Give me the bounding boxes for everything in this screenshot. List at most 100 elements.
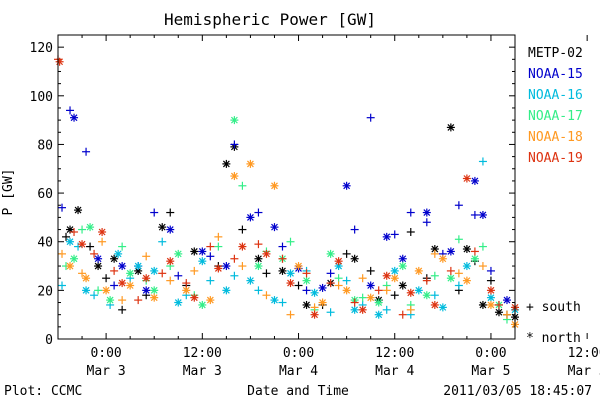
data-point-south bbox=[406, 305, 415, 314]
data-point-north bbox=[374, 298, 383, 307]
data-point-north bbox=[158, 223, 167, 232]
data-point-north bbox=[198, 257, 207, 266]
data-point-south bbox=[350, 298, 359, 307]
data-point-north bbox=[294, 262, 303, 271]
data-point-north bbox=[398, 262, 407, 271]
data-point-north bbox=[318, 298, 327, 307]
data-point-south bbox=[494, 300, 503, 309]
data-point-south bbox=[214, 232, 223, 241]
data-point-south bbox=[118, 242, 127, 251]
plot-frame bbox=[57, 34, 516, 340]
data-point-south bbox=[58, 249, 67, 258]
star-marker-d2 bbox=[383, 233, 391, 241]
star-marker-d2 bbox=[303, 277, 310, 285]
star-marker-d2 bbox=[391, 267, 399, 275]
star-marker-d2 bbox=[150, 267, 158, 275]
star-marker-d2 bbox=[271, 223, 278, 231]
data-point-south bbox=[390, 291, 399, 300]
data-point-south bbox=[142, 252, 151, 261]
data-point-north bbox=[118, 279, 127, 288]
data-point-south bbox=[326, 269, 335, 278]
data-point-south bbox=[278, 242, 287, 251]
data-point-south bbox=[262, 291, 271, 300]
data-point-north bbox=[70, 254, 79, 263]
data-point-south bbox=[406, 227, 415, 236]
data-point-north bbox=[254, 254, 263, 263]
star-marker-d2 bbox=[319, 284, 327, 292]
data-point-north bbox=[342, 286, 351, 295]
data-point-north bbox=[406, 288, 415, 297]
star-marker-d2 bbox=[114, 250, 122, 258]
data-point-south bbox=[70, 227, 79, 236]
data-point-south bbox=[430, 291, 439, 300]
data-point-north bbox=[398, 281, 407, 290]
data-point-north bbox=[82, 286, 91, 295]
data-point-south bbox=[478, 242, 487, 251]
star-marker-d2 bbox=[359, 306, 367, 314]
data-point-south bbox=[102, 274, 111, 283]
star-marker-d2 bbox=[471, 255, 479, 263]
data-point-north bbox=[270, 296, 279, 305]
data-point-south bbox=[230, 271, 239, 280]
data-point-south bbox=[374, 286, 383, 295]
star-marker-d2 bbox=[271, 296, 278, 304]
star-marker-d2 bbox=[134, 267, 142, 275]
data-point-south bbox=[254, 208, 263, 217]
y-tick-label: 20 bbox=[37, 284, 53, 299]
data-point-north bbox=[462, 262, 471, 271]
data-point-south bbox=[82, 147, 91, 156]
data-point-north bbox=[198, 247, 207, 256]
data-point-north bbox=[126, 281, 135, 290]
star-marker-d2 bbox=[106, 296, 114, 304]
data-point-south bbox=[90, 291, 99, 300]
y-tick-label: 40 bbox=[37, 236, 53, 251]
x-axis-label: Date and Time bbox=[247, 384, 349, 399]
data-point-north bbox=[166, 225, 175, 234]
data-point-south bbox=[422, 218, 431, 227]
data-point-north bbox=[118, 262, 127, 271]
x-tick-label-date: Mar 3 bbox=[87, 364, 126, 379]
star-marker-d2 bbox=[94, 255, 102, 263]
star-marker-d2 bbox=[230, 116, 238, 124]
data-point-north bbox=[342, 181, 351, 190]
data-point-north bbox=[270, 181, 279, 190]
star-marker-d2 bbox=[142, 274, 150, 282]
star-marker-d2 bbox=[439, 255, 447, 263]
data-point-south bbox=[430, 249, 439, 258]
data-point-north bbox=[270, 223, 279, 232]
data-point-south bbox=[110, 281, 119, 290]
data-point-south bbox=[78, 269, 87, 278]
star-marker-d2 bbox=[110, 255, 118, 263]
star-marker-d2 bbox=[279, 267, 286, 275]
star-marker-d2 bbox=[415, 286, 423, 294]
data-point-south bbox=[206, 252, 215, 261]
star-marker-d2 bbox=[271, 182, 278, 190]
data-point-south bbox=[86, 242, 95, 251]
data-point-north bbox=[350, 254, 359, 263]
star-marker-d2 bbox=[214, 265, 222, 272]
star-marker-d2 bbox=[102, 286, 110, 294]
star-marker-d2 bbox=[487, 301, 495, 309]
star-marker-d2 bbox=[150, 294, 158, 302]
star-marker-d2 bbox=[222, 286, 230, 294]
star-marker-d2 bbox=[319, 299, 327, 306]
data-point-north bbox=[102, 286, 111, 295]
star-marker-d2 bbox=[383, 272, 391, 280]
star-marker-d2 bbox=[246, 213, 254, 221]
star-marker-d2 bbox=[423, 209, 431, 216]
data-point-south bbox=[342, 276, 351, 285]
x-tick-label-date: Mar 5 bbox=[568, 364, 600, 379]
legend-entry: NOAA-19 bbox=[528, 151, 583, 166]
data-point-south bbox=[214, 242, 223, 251]
data-point-north bbox=[254, 262, 263, 271]
data-point-north bbox=[110, 254, 119, 263]
data-point-south bbox=[350, 225, 359, 234]
x-tick-label-time: 0:00 bbox=[283, 346, 314, 361]
star-marker-d2 bbox=[134, 262, 142, 270]
data-point-south bbox=[358, 274, 367, 283]
data-point-south bbox=[382, 305, 391, 314]
data-point-south bbox=[478, 262, 487, 271]
data-point-south bbox=[334, 274, 343, 283]
star-marker-d2 bbox=[263, 250, 270, 258]
data-point-north bbox=[55, 57, 64, 66]
